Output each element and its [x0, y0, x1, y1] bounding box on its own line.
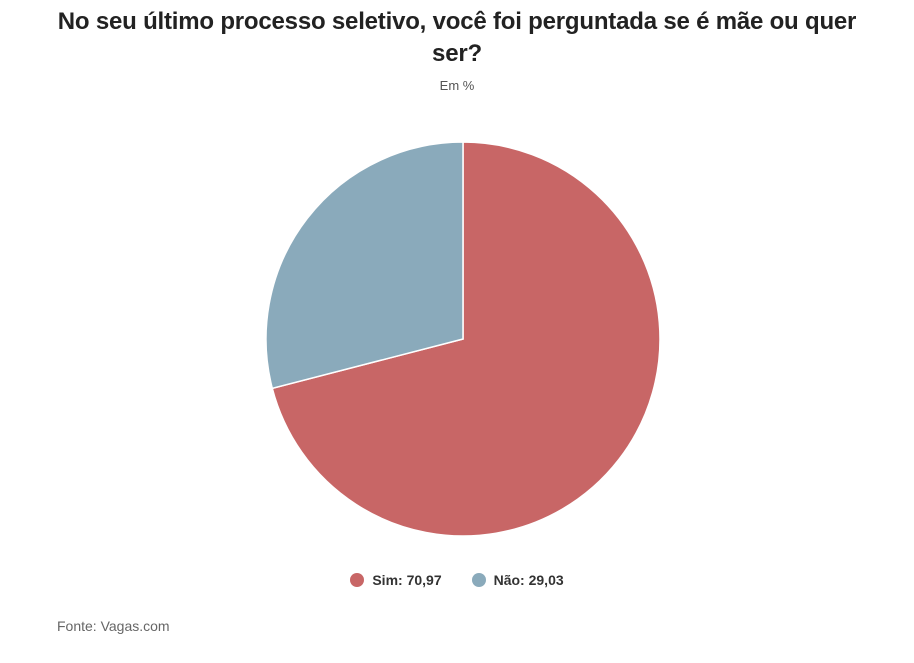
chart-subtitle: Em %: [439, 78, 475, 93]
legend-label-sim: Sim: 70,97: [372, 572, 442, 588]
source-note: Fonte: Vagas.com: [57, 618, 170, 634]
pie-slice-sim[interactable]: [271, 141, 661, 537]
pie-slice-nao[interactable]: [265, 141, 464, 390]
legend-label-nao: Não: 29,03: [493, 572, 564, 588]
chart-title: No seu último processo seletivo, você fo…: [57, 8, 857, 67]
legend-swatch-nao: [471, 573, 486, 587]
pie-slices: [265, 141, 661, 537]
legend-item-nao[interactable]: Não: 29,03: [471, 572, 564, 588]
chart-legend: Sim: 70,97 Não: 29,03: [0, 572, 914, 588]
legend-swatch-sim: [350, 573, 365, 587]
legend-item-sim[interactable]: Sim: 70,97: [350, 572, 442, 588]
